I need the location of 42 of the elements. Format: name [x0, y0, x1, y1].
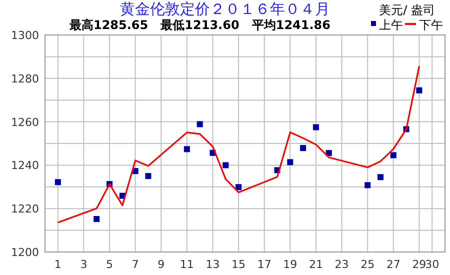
point	[184, 146, 190, 152]
x-tick-label: 23	[334, 258, 349, 271]
legend-label: 上午	[379, 18, 403, 32]
point	[364, 182, 371, 188]
x-tick-label: 15	[232, 258, 246, 271]
x-tick-label: 3	[80, 258, 88, 271]
x-tick-label: 19	[283, 258, 298, 271]
y-tick-label: 1220	[11, 202, 39, 216]
point	[236, 184, 242, 190]
legend-label: 下午	[419, 18, 443, 32]
point	[312, 124, 319, 130]
chart-title: 黄金伦敦定价２０１６年０４月	[120, 0, 330, 18]
point	[196, 121, 203, 128]
point	[390, 152, 396, 158]
point	[94, 216, 100, 222]
point	[54, 179, 61, 186]
chart-subtitle: 最高1285.65 最低1213.60 平均1241.86	[68, 18, 331, 32]
x-tick-label: 7	[132, 258, 139, 271]
x-tick-label: 5	[106, 258, 114, 271]
y-tick-label: 1240	[11, 159, 39, 172]
y-tick-label: 1280	[11, 72, 39, 86]
point	[377, 174, 384, 180]
point	[145, 173, 152, 180]
x-tick-label: 27	[386, 258, 400, 271]
x-tick-label: 1	[54, 258, 62, 271]
point	[287, 159, 294, 166]
y-tick-label: 1200	[11, 246, 39, 259]
line-series	[57, 65, 420, 224]
x-tick-label: 9	[158, 258, 165, 271]
x-tick-label: 17	[257, 258, 272, 271]
y-axis-title: 美元/ 盎司	[379, 3, 435, 17]
point	[300, 145, 306, 152]
point	[416, 87, 422, 94]
x-tick-label: 25	[360, 258, 375, 271]
y-tick-label: 1260	[11, 116, 39, 129]
x-tick-label: 29	[412, 258, 426, 271]
y-tick-label: 1300	[11, 29, 39, 42]
x-tick-label: 30	[425, 258, 440, 271]
x-tick-label: 11	[180, 258, 194, 271]
x-tick-label: 21	[308, 258, 323, 271]
x-tick-label: 13	[206, 258, 220, 271]
point	[222, 162, 229, 168]
